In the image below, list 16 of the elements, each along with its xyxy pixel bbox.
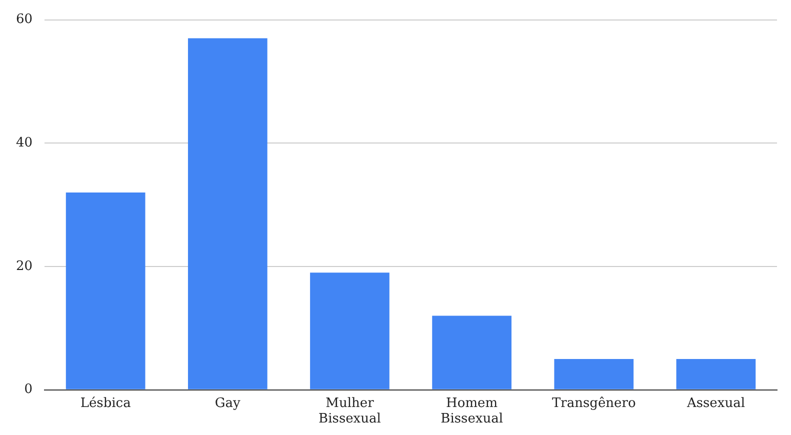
y-tick-label: 0	[24, 382, 33, 398]
x-tick-label: Transgênero	[552, 396, 636, 411]
bar	[66, 192, 146, 390]
x-tick-label: Homem Bissexual	[440, 396, 503, 427]
x-tick-label: Lésbica	[80, 396, 132, 411]
x-tick-label: Gay	[214, 396, 242, 411]
y-tick-label: 60	[16, 12, 33, 28]
bar	[554, 358, 634, 390]
x-tick-label: Mulher Bissexual	[318, 396, 381, 427]
y-tick-label: 20	[16, 258, 33, 274]
bar	[188, 38, 268, 390]
bar	[432, 316, 512, 390]
bar	[310, 272, 390, 390]
bar	[676, 358, 756, 390]
y-tick-label: 40	[16, 136, 33, 151]
x-tick-label: Assexual	[686, 396, 745, 411]
